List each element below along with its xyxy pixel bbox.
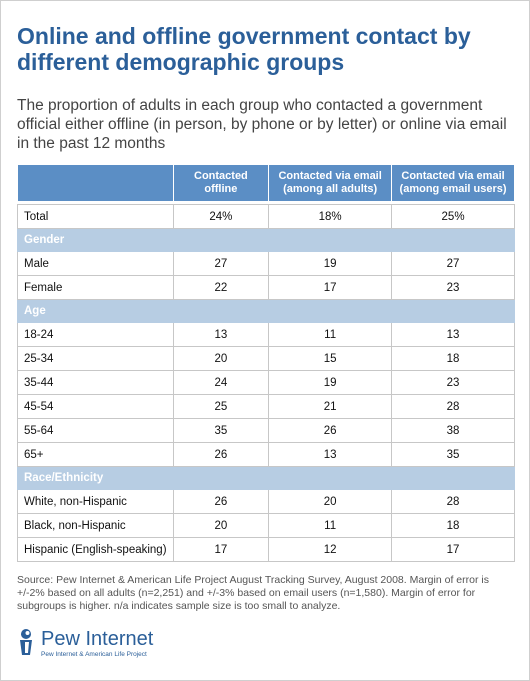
table-row-total: Total 24% 18% 25% — [17, 204, 515, 229]
cell-offline: 22 — [172, 275, 270, 300]
section-row: Age — [17, 299, 515, 323]
row-label: Female — [17, 275, 174, 300]
section-heading: Gender — [17, 228, 515, 252]
row-label: Hispanic (English-speaking) — [17, 537, 174, 562]
cell-email-users: 23 — [391, 370, 515, 395]
cell-email-users: 27 — [391, 251, 515, 276]
cell-email-all: 26 — [268, 418, 393, 443]
person-icon — [20, 629, 32, 655]
row-label: 25-34 — [17, 346, 174, 371]
section-heading: Race/Ethnicity — [17, 466, 515, 490]
row-label: 55-64 — [17, 418, 174, 443]
cell-email-users: 17 — [391, 537, 515, 562]
cell-offline: 26 — [172, 489, 270, 514]
logo-tagline: Pew Internet & American Life Project — [41, 651, 147, 658]
row-label: 35-44 — [17, 370, 174, 395]
data-table: Contacted offline Contacted via email (a… — [17, 164, 515, 562]
cell-email-all: 11 — [268, 513, 393, 538]
cell-email-all: 21 — [268, 394, 393, 419]
logo-name: Pew Internet — [41, 628, 154, 650]
row-label: Male — [17, 251, 174, 276]
cell-email-users: 38 — [391, 418, 515, 443]
cell-email-users: 35 — [391, 442, 515, 467]
row-label: White, non-Hispanic — [17, 489, 174, 514]
cell-email-all: 11 — [268, 322, 393, 347]
row-label: Total — [17, 204, 174, 229]
pew-internet-logo: Pew Internet Pew Internet & American Lif… — [17, 628, 153, 659]
table-header-row: Contacted offline Contacted via email (a… — [17, 164, 515, 202]
cell-email-users: 28 — [391, 394, 515, 419]
cell-offline: 17 — [172, 537, 270, 562]
cell-email-users: 18 — [391, 513, 515, 538]
table-row: Hispanic (English-speaking) 17 12 17 — [17, 537, 515, 562]
section-row: Gender — [17, 228, 515, 252]
cell-offline: 35 — [172, 418, 270, 443]
header-contacted-offline: Contacted offline — [172, 164, 270, 202]
cell-email-all: 17 — [268, 275, 393, 300]
header-email-all-adults: Contacted via email (among all adults) — [268, 164, 393, 202]
cell-offline: 20 — [172, 346, 270, 371]
page-subtitle: The proportion of adults in each group w… — [17, 97, 507, 152]
cell-email-users: 23 — [391, 275, 515, 300]
table-row: 25-34 20 15 18 — [17, 346, 515, 371]
header-email-users: Contacted via email (among email users) — [391, 164, 515, 202]
table-row: 65+ 26 13 35 — [17, 442, 515, 467]
cell-offline: 24% — [172, 204, 270, 229]
cell-offline: 20 — [172, 513, 270, 538]
cell-email-all: 19 — [268, 370, 393, 395]
cell-email-all: 13 — [268, 442, 393, 467]
cell-offline: 26 — [172, 442, 270, 467]
cell-email-users: 13 — [391, 322, 515, 347]
cell-offline: 27 — [172, 251, 270, 276]
cell-email-all: 18% — [268, 204, 393, 229]
cell-email-all: 12 — [268, 537, 393, 562]
row-label: 65+ — [17, 442, 174, 467]
table-row: Female 22 17 23 — [17, 275, 515, 300]
table-row: White, non-Hispanic 26 20 28 — [17, 489, 515, 514]
section-row: Race/Ethnicity — [17, 466, 515, 490]
cell-email-all: 19 — [268, 251, 393, 276]
cell-offline: 25 — [172, 394, 270, 419]
row-label: 45-54 — [17, 394, 174, 419]
cell-offline: 24 — [172, 370, 270, 395]
cell-email-all: 15 — [268, 346, 393, 371]
table-row: 55-64 35 26 38 — [17, 418, 515, 443]
cell-email-users: 18 — [391, 346, 515, 371]
section-heading: Age — [17, 299, 515, 323]
row-label: 18-24 — [17, 322, 174, 347]
table-row: 18-24 13 11 13 — [17, 322, 515, 347]
header-label-column — [17, 164, 174, 202]
table-row: Male 27 19 27 — [17, 251, 515, 276]
cell-email-all: 20 — [268, 489, 393, 514]
table-row: Black, non-Hispanic 20 11 18 — [17, 513, 515, 538]
source-note: Source: Pew Internet & American Life Pro… — [17, 574, 489, 612]
table-row: 45-54 25 21 28 — [17, 394, 515, 419]
row-label: Black, non-Hispanic — [17, 513, 174, 538]
cell-offline: 13 — [172, 322, 270, 347]
cell-email-users: 28 — [391, 489, 515, 514]
table-body: Total 24% 18% 25% Gender Male 27 19 27 Female… — [17, 202, 515, 562]
cell-email-users: 25% — [391, 204, 515, 229]
table-row: 35-44 24 19 23 — [17, 370, 515, 395]
page-title: Online and offline government contact by… — [17, 23, 471, 75]
